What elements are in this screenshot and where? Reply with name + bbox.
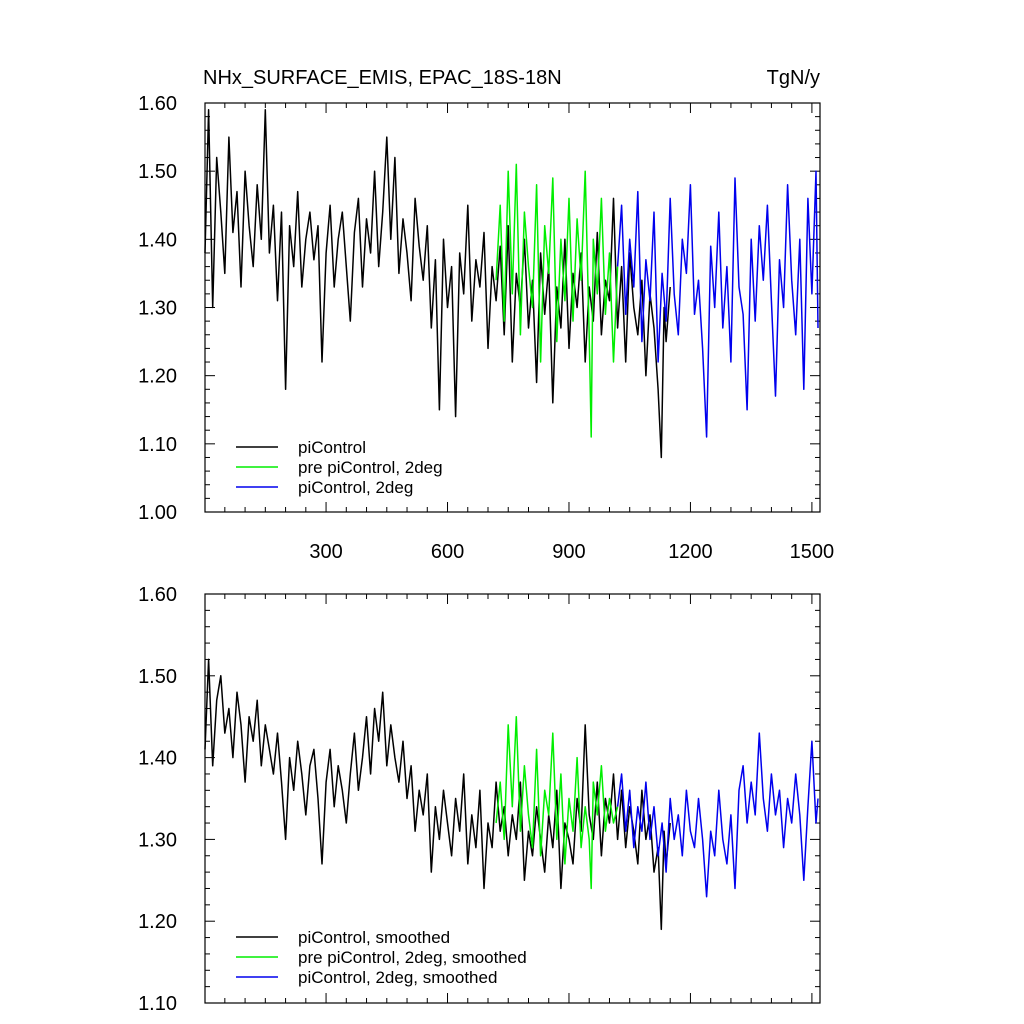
- plot-frame: [204, 593, 821, 1004]
- series-line-picontrol-2deg-smoothed: [616, 732, 819, 898]
- bottom-series-group: [204, 658, 819, 931]
- series-line-pre-picontrol-2deg: [495, 163, 619, 438]
- x-tick-label: 600: [431, 541, 464, 563]
- legend-label: piControl, 2deg: [298, 478, 413, 497]
- legend-label: pre piControl, 2deg: [298, 458, 443, 477]
- series-line-picontrol: [204, 109, 671, 459]
- legend-label: piControl: [298, 438, 366, 457]
- y-tick-label: 1.50: [138, 666, 177, 688]
- y-tick-label: 1.30: [138, 298, 177, 320]
- y-tick-label: 1.00: [138, 502, 177, 524]
- x-tick-label: 900: [552, 541, 585, 563]
- unit-label: TgN/y: [767, 67, 820, 89]
- y-tick-label: 1.40: [138, 229, 177, 251]
- bottom-panel: 1.10 1.20 1.30 1.40 1.50 1.60 piControl, smoo…: [138, 584, 821, 1015]
- chart-title: NHx_SURFACE_EMIS, EPAC_18S-18N: [203, 67, 562, 89]
- x-tick-label: 1500: [790, 541, 835, 563]
- x-tick-label: 300: [309, 541, 342, 563]
- x-tick-label: 1200: [668, 541, 713, 563]
- legend-label: piControl, 2deg, smoothed: [298, 968, 497, 987]
- y-tick-label: 1.10: [138, 993, 177, 1015]
- top-panel: NHx_SURFACE_EMIS, EPAC_18S-18N TgN/y 1.0…: [138, 67, 834, 563]
- y-tick-label: 1.60: [138, 93, 177, 115]
- top-axes: 1.00 1.10 1.20 1.30 1.40 1.50 1.60 300 600 900 120…: [138, 93, 834, 563]
- y-tick-label: 1.60: [138, 584, 177, 606]
- bottom-axes: 1.10 1.20 1.30 1.40 1.50 1.60: [138, 584, 821, 1015]
- legend-label: piControl, smoothed: [298, 928, 450, 947]
- series-line-picontrol-2deg: [616, 170, 819, 438]
- y-tick-label: 1.20: [138, 911, 177, 933]
- y-tick-label: 1.40: [138, 748, 177, 770]
- y-tick-label: 1.20: [138, 366, 177, 388]
- y-tick-label: 1.30: [138, 829, 177, 851]
- y-tick-label: 1.10: [138, 434, 177, 456]
- series-line-pre-picontrol-2deg-smoothed: [495, 715, 619, 890]
- top-series-group: [204, 109, 819, 459]
- series-line-picontrol-smoothed: [204, 658, 671, 931]
- legend-label: pre piControl, 2deg, smoothed: [298, 948, 527, 967]
- y-tick-label: 1.50: [138, 161, 177, 183]
